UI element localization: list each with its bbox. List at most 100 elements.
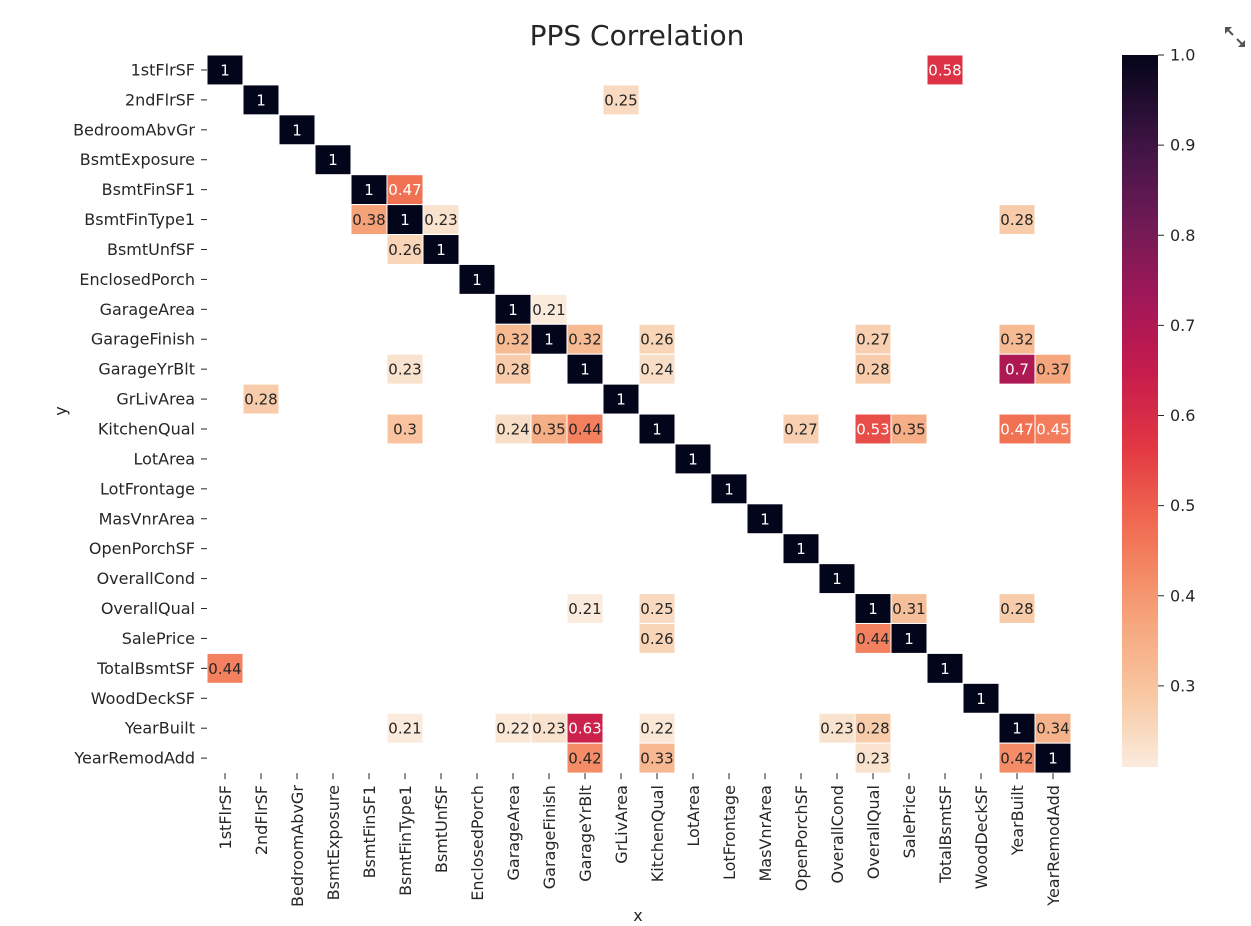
cell-value-label: 0.47 [1000,421,1033,439]
cell-value-label: 0.22 [640,720,673,738]
heatmap-cell-lotarea-lotarea [674,443,712,475]
heatmap-cell-garagefinish-garagefinish [530,323,568,355]
cell-value-label: 1 [220,61,230,79]
cell-value-label: 1 [904,630,914,648]
x-tick-label: EnclosedPorch [468,785,487,901]
heatmap-cell-yearbuilt-yearbuilt [998,712,1036,744]
colorbar-tick-label: 0.6 [1170,406,1195,425]
heatmap-cell-totalbsmtsf-1stflrsf [206,652,244,684]
cell-value-label: 0.22 [496,720,529,738]
y-tick-label: SalePrice [122,629,195,648]
heatmap-cell-yearbuilt-bsmtfintype1 [386,712,424,744]
cell-value-label: 0.28 [856,361,889,379]
chart-title: PPS Correlation [530,19,745,52]
y-tick-label: LotArea [133,449,195,468]
cell-value-label: 1 [544,331,554,349]
cell-value-label: 0.47 [388,181,421,199]
heatmap-cell-bsmtfintype1-yearbuilt [998,204,1036,236]
cell-value-label: 0.32 [496,331,529,349]
y-tick-label: GrLivArea [116,390,195,409]
heatmap-cell-1stflrsf-totalbsmtsf [926,54,964,86]
cell-value-label: 0.23 [532,720,565,738]
y-tick-label: WoodDeckSF [91,689,195,708]
cell-value-label: 0.63 [568,720,601,738]
cell-value-label: 1 [256,91,266,109]
cell-value-label: 0.32 [568,331,601,349]
colorbar-tick-label: 1.0 [1170,46,1195,65]
heatmap-cell-yearremodadd-garageyrblt [566,742,604,774]
cell-value-label: 0.23 [820,720,853,738]
cell-value-label: 1 [292,121,302,139]
heatmap-cell-garageyrblt-overallqual [854,353,892,385]
x-tick-label: WoodDeckSF [972,785,991,889]
y-tick-label: BedroomAbvGr [73,120,195,139]
y-tick-label: YearBuilt [124,719,195,738]
heatmap-cell-overallcond-overallcond [818,563,856,595]
y-tick-label: 2ndFlrSF [125,90,195,109]
colorbar [1122,55,1158,767]
heatmap-cell-overallqual-saleprice [890,593,928,624]
heatmap-cell-saleprice-saleprice [890,622,928,654]
cell-value-label: 0.37 [1036,361,1069,379]
x-tick-label: GrLivArea [612,785,631,864]
expand-icon[interactable] [1222,24,1248,50]
y-tick-label: OverallCond [97,569,195,588]
heatmap-cell-garageyrblt-garagearea [494,353,532,385]
colorbar-tick-label: 0.4 [1170,586,1195,605]
cell-value-label: 1 [940,660,950,678]
colorbar-tick-label: 0.8 [1170,226,1195,245]
cell-value-label: 0.32 [1000,331,1033,349]
heatmap-cell-grlivarea-grlivarea [602,383,640,415]
heatmap-cell-yearbuilt-garagearea [494,712,532,744]
cell-value-label: 0.58 [928,61,961,79]
heatmap-cell-overallqual-kitchenqual [638,593,676,624]
heatmap-cell-kitchenqual-garagefinish [530,413,568,445]
cell-value-label: 1 [760,510,770,528]
heatmap-cell-yearremodadd-overallqual [854,742,892,774]
cell-value-label: 0.44 [568,421,601,439]
cell-value-label: 0.23 [424,211,457,229]
cell-value-label: 1 [616,391,626,409]
cell-value-label: 0.34 [1036,720,1069,738]
heatmap-cell-garagefinish-garageyrblt [566,323,604,355]
cell-value-label: 0.23 [388,361,421,379]
heatmap-cell-yearremodadd-yearremodadd [1034,742,1072,774]
heatmap-cell-bsmtfintype1-bsmtunfsf [422,204,460,236]
heatmap-cell-garagefinish-overallqual [854,323,892,355]
cell-value-label: 0.35 [532,421,565,439]
heatmap-cell-yearbuilt-garagefinish [530,712,568,744]
cell-value-label: 0.7 [1005,361,1029,379]
heatmap-cell-2ndflrsf-grlivarea [602,84,640,116]
colorbar-tick-label: 0.5 [1170,496,1195,515]
x-tick-label: BsmtUnfSF [432,785,451,873]
x-tick-label: YearRemodAdd [1044,785,1063,907]
heatmap-cell-yearbuilt-yearremodadd [1034,712,1072,744]
cell-value-label: 0.44 [208,660,241,678]
cell-value-label: 0.28 [856,720,889,738]
cell-value-label: 1 [868,600,878,618]
colorbar-tick-label: 0.7 [1170,316,1195,335]
heatmap-cell-garagefinish-kitchenqual [638,323,676,355]
x-tick-label: LotFrontage [720,785,739,880]
heatmap-cell-saleprice-overallqual [854,622,892,654]
heatmap-cell-totalbsmtsf-totalbsmtsf [926,652,964,684]
heatmap-cell-garagearea-garagefinish [530,293,568,325]
x-tick-label: GarageYrBlt [576,785,595,882]
heatmap-cell-overallqual-overallqual [854,593,892,624]
heatmap-cell-kitchenqual-openporchsf [782,413,820,445]
heatmap-cell-yearbuilt-overallcond [818,712,856,744]
y-axis-label: y [51,406,70,415]
heatmap-cell-enclosedporch-enclosedporch [458,263,496,295]
colorbar-ticks: 0.3 0.4 0.5 0.6 0.7 0.8 0.9 1.0 [1158,46,1195,695]
cell-value-label: 1 [328,151,338,169]
cell-value-label: 0.33 [640,750,673,768]
y-tick-label: BsmtUnfSF [107,240,195,259]
cell-value-label: 0.26 [388,241,421,259]
cell-value-label: 0.24 [496,421,529,439]
heatmap-cell-bsmtunfsf-bsmtunfsf [422,234,460,265]
cell-value-label: 0.28 [1000,211,1033,229]
x-tick-label: TotalBsmtSF [936,785,955,884]
cell-value-label: 1 [1048,750,1058,768]
x-tick-label: GarageFinish [540,785,559,889]
